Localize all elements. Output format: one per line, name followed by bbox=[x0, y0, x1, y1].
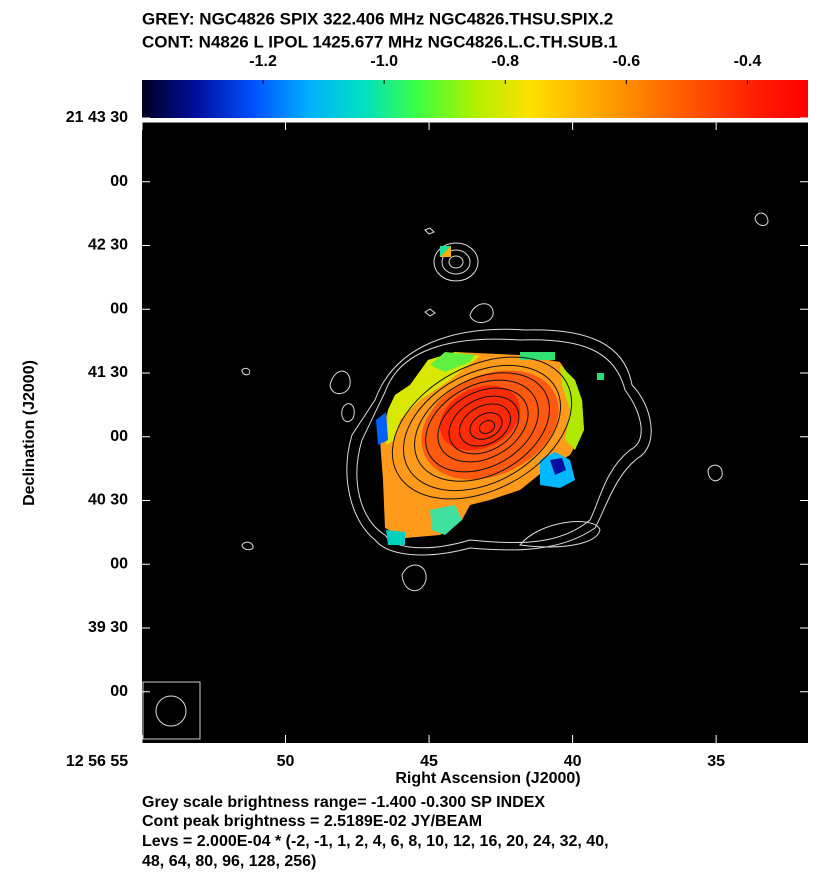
y-tick-label: 42 30 bbox=[88, 237, 128, 254]
footer-line: 48, 64, 80, 96, 128, 256) bbox=[142, 853, 316, 870]
colorbar-tick-label: -0.6 bbox=[613, 53, 641, 70]
colorbar-tick-label: -1.2 bbox=[249, 53, 277, 70]
colorbar-tick-label: -0.4 bbox=[734, 53, 762, 70]
header-line: GREY: NGC4826 SPIX 322.406 MHz NGC4826.T… bbox=[142, 9, 613, 28]
y-axis-title: Declination (J2000) bbox=[21, 360, 38, 506]
header-line: CONT: N4826 L IPOL 1425.677 MHz NGC4826.… bbox=[142, 32, 618, 51]
x-tick-label: 50 bbox=[277, 753, 295, 770]
y-tick-label: 41 30 bbox=[88, 364, 128, 381]
spix-region bbox=[440, 246, 451, 257]
x-tick-label: 12 56 55 bbox=[66, 753, 128, 770]
spix-region bbox=[386, 530, 405, 545]
x-tick-label: 45 bbox=[420, 753, 438, 770]
footer-line: Levs = 2.000E-04 * (-2, -1, 1, 2, 4, 6, … bbox=[142, 833, 609, 850]
y-tick-label: 00 bbox=[110, 555, 128, 572]
footer-line: Grey scale brightness range= -1.400 -0.3… bbox=[142, 794, 545, 811]
colorbar bbox=[142, 80, 808, 118]
outer-contours bbox=[241, 212, 769, 592]
x-axis-title: Right Ascension (J2000) bbox=[395, 770, 580, 787]
spix-region bbox=[430, 352, 475, 372]
y-tick-label: 39 30 bbox=[88, 619, 128, 636]
y-tick-label: 40 30 bbox=[88, 492, 128, 509]
y-tick-label: 00 bbox=[110, 173, 128, 190]
y-tick-label: 21 43 30 bbox=[66, 109, 128, 126]
spix-region bbox=[430, 505, 462, 535]
colorbar-tick-label: -1.0 bbox=[370, 53, 398, 70]
spix-region bbox=[520, 352, 555, 360]
y-tick-label: 00 bbox=[110, 300, 128, 317]
spix-region bbox=[376, 412, 388, 445]
y-tick-label: 00 bbox=[110, 683, 128, 700]
image bbox=[142, 212, 769, 740]
spix-region bbox=[597, 373, 604, 380]
spix-region bbox=[560, 365, 584, 450]
y-tick-label: 00 bbox=[110, 428, 128, 445]
beam bbox=[155, 695, 187, 727]
beam-box bbox=[142, 681, 201, 740]
colorbar-tick-label: -0.8 bbox=[491, 53, 519, 70]
x-tick-label: 35 bbox=[707, 753, 725, 770]
footer-line: Cont peak brightness = 2.5189E-02 JY/BEA… bbox=[142, 813, 482, 830]
x-tick-label: 40 bbox=[564, 753, 582, 770]
inner-contours bbox=[391, 356, 573, 500]
spix-region bbox=[550, 458, 566, 475]
